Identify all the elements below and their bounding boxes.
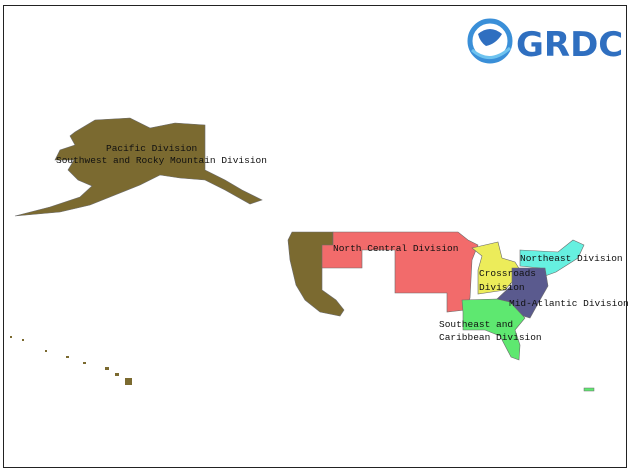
label-southeast-2: Caribbean Division bbox=[439, 332, 542, 343]
label-mid-atlantic: Mid-Atlantic Division bbox=[509, 298, 629, 309]
label-southwest: Southwest and Rocky Mountain Division bbox=[56, 155, 267, 166]
label-crossroads-1: Crossroads bbox=[479, 268, 536, 279]
hawaii-islands bbox=[10, 336, 132, 385]
region-northeast[interactable] bbox=[519, 239, 585, 277]
label-northeast: Northeast Division bbox=[520, 253, 623, 264]
region-alaska[interactable] bbox=[14, 117, 263, 217]
label-north-central: North Central Division bbox=[333, 243, 458, 254]
region-puerto-rico[interactable] bbox=[583, 387, 595, 392]
label-pacific: Pacific Division bbox=[106, 143, 197, 154]
logo-text: GRDC bbox=[516, 25, 623, 65]
globe-icon bbox=[467, 18, 513, 64]
label-crossroads-2: Division bbox=[479, 282, 525, 293]
grdc-logo: GRDC bbox=[467, 18, 623, 65]
map-border bbox=[3, 5, 627, 468]
label-southeast-1: Southeast and bbox=[439, 319, 513, 330]
region-north-central[interactable] bbox=[321, 231, 479, 313]
region-mid-atlantic[interactable] bbox=[496, 267, 549, 319]
region-southeast[interactable] bbox=[461, 298, 526, 361]
